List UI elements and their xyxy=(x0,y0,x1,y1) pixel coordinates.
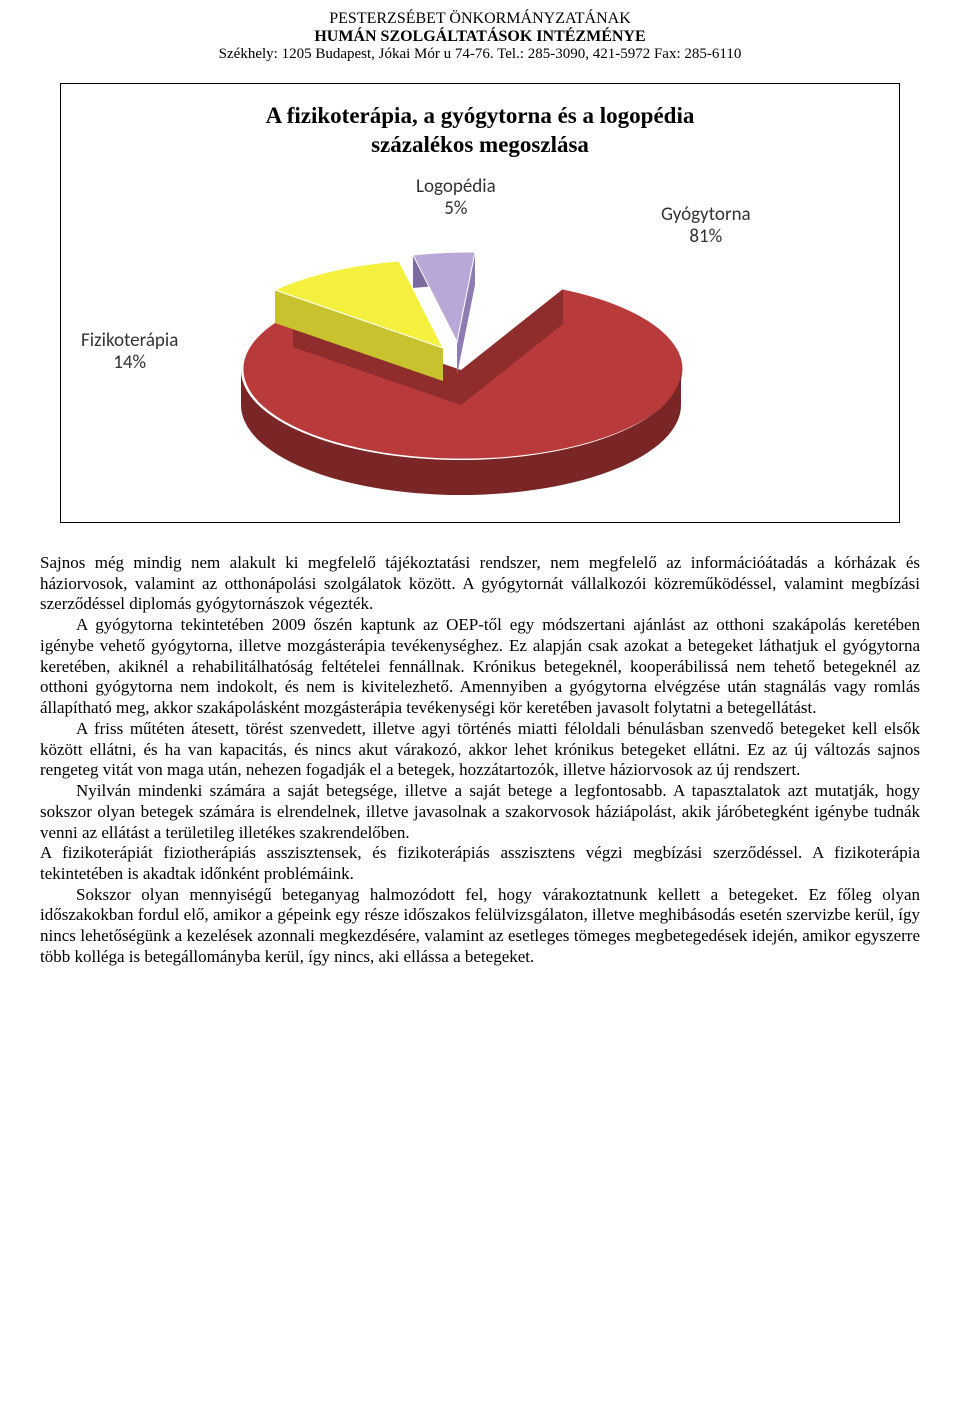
paragraph-3: A friss műtéten átesett, törést szenvede… xyxy=(40,719,920,781)
pie-chart-svg xyxy=(81,170,821,510)
header-org-line2: HUMÁN SZOLGÁLTATÁSOK INTÉZMÉNYE xyxy=(40,28,920,46)
document-header: PESTERZSÉBET ÖNKORMÁNYZATÁNAK HUMÁN SZOL… xyxy=(40,10,920,63)
paragraph-2: A gyógytorna tekintetében 2009 őszén kap… xyxy=(40,615,920,719)
paragraph-1: Sajnos még mindig nem alakult ki megfele… xyxy=(40,553,920,615)
chart-area: Logopédia 5% Gyógytorna 81% Fizikoterápi… xyxy=(81,170,879,510)
chart-title-line1: A fizikoterápia, a gyógytorna és a logop… xyxy=(266,103,695,128)
chart-title: A fizikoterápia, a gyógytorna és a logop… xyxy=(81,102,879,160)
paragraph-5: A fizikoterápiát fiziotherápiás assziszt… xyxy=(40,843,920,884)
header-address-line: Székhely: 1205 Budapest, Jókai Mór u 74-… xyxy=(40,46,920,63)
chart-title-line2: százalékos megoszlása xyxy=(371,132,589,157)
pie-chart-container: A fizikoterápia, a gyógytorna és a logop… xyxy=(60,83,900,523)
header-org-line1: PESTERZSÉBET ÖNKORMÁNYZATÁNAK xyxy=(40,10,920,28)
paragraph-4: Nyilván mindenki számára a saját betegsé… xyxy=(40,781,920,843)
paragraph-6: Sokszor olyan mennyiségű beteganyag halm… xyxy=(40,885,920,968)
body-text: Sajnos még mindig nem alakult ki megfele… xyxy=(40,553,920,968)
